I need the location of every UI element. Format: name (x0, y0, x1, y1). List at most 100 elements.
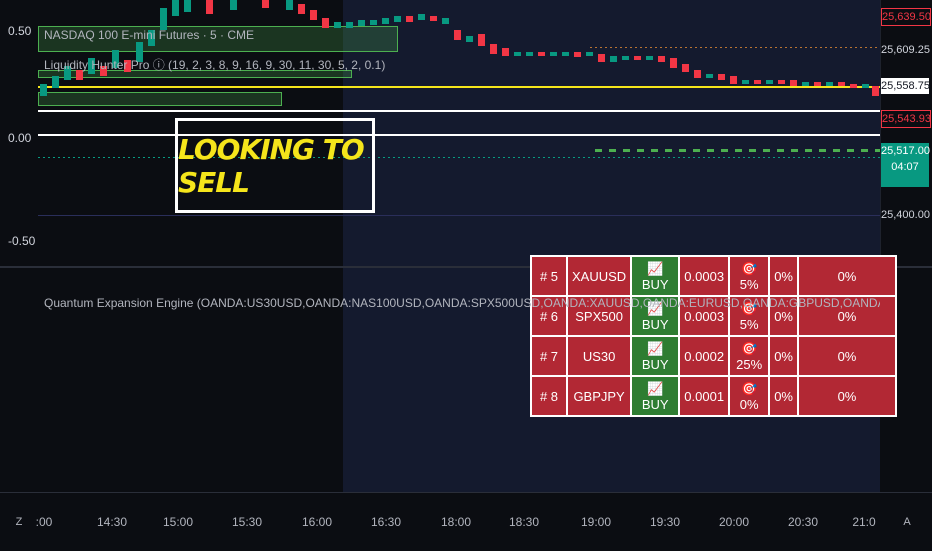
symbol-cell: US30 (568, 337, 631, 375)
target-cell: 🎯 25% (730, 337, 769, 375)
candle (754, 80, 761, 84)
pct-cell: 0% (770, 337, 797, 375)
candle (406, 16, 413, 22)
candle (442, 18, 449, 24)
candle (286, 0, 293, 10)
signal-cell: 📈 BUY (632, 297, 679, 335)
symbol-cell: XAUUSD (568, 257, 631, 295)
target-cell: 🎯 0% (730, 377, 769, 415)
candle (598, 54, 605, 62)
liquidity-zone (38, 92, 282, 106)
candle (76, 70, 83, 80)
time-label: 21:0 (852, 515, 876, 529)
liquidity-zone (38, 70, 352, 78)
current-price-value: 25,517.00 (881, 145, 930, 157)
table-row: # 8 GBPJPY 📈 BUY 0.0001 🎯 0% 0% 0% (532, 377, 895, 415)
value-cell: 0.0003 (680, 297, 729, 335)
sell-banner: LOOKING TO SELL (175, 118, 375, 213)
candle (334, 22, 341, 28)
rank-cell: # 8 (532, 377, 566, 415)
time-label: 15:00 (162, 515, 194, 529)
candle (826, 82, 833, 86)
candle (322, 18, 329, 28)
level-line-white-2 (38, 134, 880, 136)
candle (40, 84, 47, 96)
time-label: 19:00 (580, 515, 612, 529)
level-line-yellow (38, 86, 880, 88)
pct-cell: 0% (770, 257, 797, 295)
candle (718, 74, 725, 80)
candle (430, 16, 437, 21)
pane-divider[interactable] (0, 266, 932, 268)
candle (124, 60, 131, 72)
candle (478, 34, 485, 46)
osc-label-zero: 0.00 (8, 131, 32, 145)
candle (526, 52, 533, 56)
candle (148, 30, 155, 46)
table-row: # 6 SPX500 📈 BUY 0.0003 🎯 5% 0% 0% (532, 297, 895, 335)
candle (52, 76, 59, 88)
table-row: # 5 XAUUSD 📈 BUY 0.0003 🎯 5% 0% 0% (532, 257, 895, 295)
target-cell: 🎯 5% (730, 297, 769, 335)
candle (514, 52, 521, 56)
price-label-4: 25,543.93 (881, 110, 931, 128)
candle (670, 58, 677, 68)
candle (574, 52, 581, 57)
time-label: 15:30 (231, 515, 263, 529)
table-row: # 7 US30 📈 BUY 0.0002 🎯 25% 0% 0% (532, 337, 895, 375)
candle (310, 10, 317, 20)
price-label-6: 25,400.00 (881, 207, 930, 223)
price-label-3: 25,558.75 (881, 78, 930, 94)
candle (658, 56, 665, 62)
candle (730, 76, 737, 84)
session-highlight (343, 0, 880, 492)
candle (502, 48, 509, 56)
candle (814, 82, 821, 86)
time-axis[interactable]: :00 14:30 15:00 15:30 16:00 16:30 18:00 … (0, 492, 932, 551)
candle (622, 56, 629, 60)
level-line-white-1 (38, 110, 880, 112)
last-cell: 0% (798, 337, 895, 375)
quantum-legend[interactable]: Quantum Expansion Engine (OANDA:US30USD,… (44, 296, 880, 310)
osc-label-low: -0.50 (8, 234, 36, 248)
candle (394, 16, 401, 22)
candle (298, 4, 305, 14)
time-label: 18:30 (508, 515, 540, 529)
price-label-high: 25,639.50 (881, 8, 931, 26)
indicator-legend[interactable]: Liquidity Hunter Pro ⓘ (19, 2, 3, 8, 9, … (44, 58, 386, 72)
symbol-legend[interactable]: NASDAQ 100 E-mini Futures · 5 · CME (44, 28, 255, 42)
price-label-2: 25,609.25 (881, 42, 930, 58)
candle (586, 52, 593, 56)
auto-scale-button[interactable]: A (903, 516, 911, 528)
zoom-reset-button[interactable]: Z (15, 516, 23, 528)
candle (262, 0, 269, 8)
candle (490, 44, 497, 54)
target-cell: 🎯 5% (730, 257, 769, 295)
signal-cell: 📈 BUY (632, 377, 679, 415)
candle (136, 42, 143, 62)
symbol-cell: GBPJPY (568, 377, 631, 415)
candle (454, 30, 461, 40)
rank-cell: # 5 (532, 257, 566, 295)
current-price-label: 25,517.00 04:07 (881, 143, 930, 187)
candle (206, 0, 213, 14)
osc-label-high: 0.50 (8, 24, 32, 38)
level-line-blue (38, 215, 880, 216)
last-cell: 0% (798, 297, 895, 335)
candle (862, 84, 869, 88)
candle (850, 84, 857, 88)
level-line-dashed-green (595, 149, 880, 152)
candle (646, 56, 653, 60)
price-scale[interactable] (880, 0, 932, 266)
candle (346, 22, 353, 28)
candle (230, 0, 237, 10)
candle (766, 80, 773, 84)
time-label: 19:30 (649, 515, 681, 529)
candle (742, 80, 749, 84)
level-line-dotted-orange (590, 47, 880, 48)
signal-cell: 📈 BUY (632, 257, 679, 295)
candle (112, 50, 119, 68)
candle (610, 56, 617, 62)
quantum-ranking-table: # 5 XAUUSD 📈 BUY 0.0003 🎯 5% 0% 0% # 6 S… (530, 255, 897, 417)
